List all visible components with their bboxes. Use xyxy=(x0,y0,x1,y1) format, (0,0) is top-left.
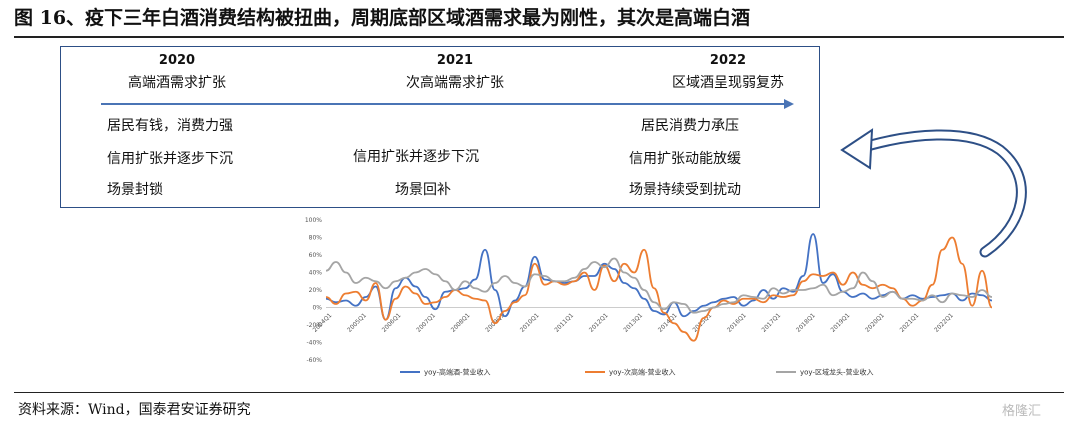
curved-arrow xyxy=(840,128,1027,258)
row1-col1: 居民有钱，消费力强 xyxy=(107,118,233,134)
phase-2020: 高端酒需求扩张 xyxy=(128,75,226,91)
x-tick-label: 2017Q1 xyxy=(760,312,782,334)
legend-label: yoy-次高端-营业收入 xyxy=(609,368,676,377)
x-tick-label: 2022Q1 xyxy=(933,312,955,334)
x-tick-label: 2007Q1 xyxy=(415,312,437,334)
curved-arrow-head xyxy=(840,128,874,170)
row3-col2: 场景回补 xyxy=(395,182,451,198)
row2-col2: 信用扩张并逐步下沉 xyxy=(353,149,479,165)
timeline-arrow-head xyxy=(784,99,794,109)
row1-col3: 居民消费力承压 xyxy=(641,118,739,134)
series-line xyxy=(325,236,993,342)
y-tick-label: -60% xyxy=(306,357,322,364)
row3-col1: 场景封锁 xyxy=(107,182,163,198)
year-2022: 2022 xyxy=(709,53,747,68)
x-tick-label: 2018Q1 xyxy=(795,312,817,334)
x-tick-label: 2011Q1 xyxy=(553,312,575,334)
y-tick-label: 100% xyxy=(305,217,322,224)
phase-2021: 次高端需求扩张 xyxy=(406,75,504,91)
legend-label: yoy-区域龙头-营业收入 xyxy=(800,368,874,377)
legend-label: yoy-高端酒-营业收入 xyxy=(424,368,491,377)
top-rule xyxy=(14,36,1064,38)
y-tick-label: 20% xyxy=(309,287,323,294)
row3-col3: 场景持续受到扰动 xyxy=(629,182,741,198)
watermark: 格隆汇 xyxy=(1002,404,1042,419)
y-tick-label: 40% xyxy=(309,270,323,277)
revenue-yoy-chart: 100%80%60%40%20%0%-20%-40%-60%2004Q1 2005… xyxy=(305,217,993,377)
row2-col1: 信用扩张并逐步下沉 xyxy=(107,151,233,167)
bottom-rule xyxy=(14,392,1064,393)
x-tick-label: 2008Q1 xyxy=(450,312,472,334)
curved-arrow-fill xyxy=(850,131,1025,256)
y-tick-label: 0% xyxy=(312,305,322,312)
x-tick-label: 2006Q1 xyxy=(381,312,403,334)
y-tick-label: -20% xyxy=(306,322,322,329)
x-tick-label: 2021Q1 xyxy=(899,312,921,334)
row2-col3: 信用扩张动能放缓 xyxy=(629,151,741,167)
x-tick-label: 2010Q1 xyxy=(519,312,541,334)
x-tick-label: 2012Q1 xyxy=(588,312,610,334)
x-tick-label: 2005Q1 xyxy=(346,312,368,334)
figure-title: 图 16、疫下三年白酒消费结构被扭曲，周期底部区域酒需求最为刚性，其次是高端白酒 xyxy=(14,7,751,29)
x-tick-label: 2013Q1 xyxy=(622,312,644,334)
year-2021: 2021 xyxy=(436,53,474,68)
y-tick-label: 80% xyxy=(309,235,323,242)
y-tick-label: -40% xyxy=(306,340,322,347)
y-tick-label: 60% xyxy=(309,252,323,259)
x-tick-label: 2016Q1 xyxy=(726,312,748,334)
x-tick-label: 2020Q1 xyxy=(864,312,886,334)
year-2020: 2020 xyxy=(158,53,196,68)
source-note: 资料来源：Wind，国泰君安证券研究 xyxy=(18,402,251,418)
timeline-arrow-line xyxy=(101,103,786,105)
phase-2022: 区域酒呈现弱复苏 xyxy=(672,75,784,91)
x-tick-label: 2019Q1 xyxy=(830,312,852,334)
x-tick-label: 2015Q1 xyxy=(691,312,713,334)
timeline-box: 2020 2021 2022 高端酒需求扩张 次高端需求扩张 区域酒呈现弱复苏 … xyxy=(60,46,820,208)
series-line xyxy=(325,233,993,321)
series-line xyxy=(325,257,993,314)
